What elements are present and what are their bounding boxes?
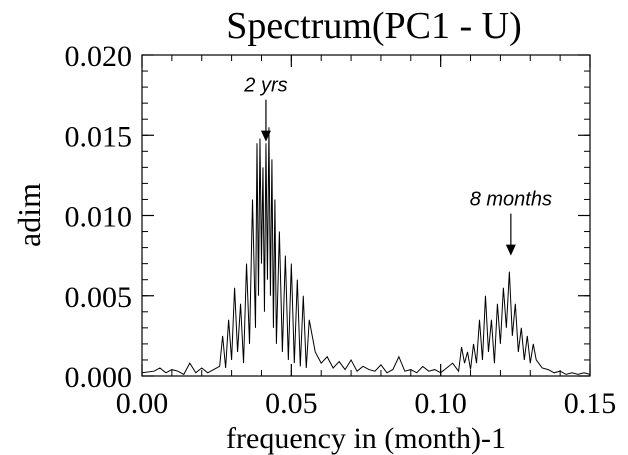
chart-title: Spectrum(PC1 - U)	[226, 5, 522, 47]
y-axis-label: adim	[11, 183, 47, 247]
annotation-arrow-head	[260, 130, 271, 142]
x-tick-label: 0.10	[414, 387, 467, 420]
y-tick-label: 0.010	[65, 201, 133, 234]
x-tick-label: 0.05	[265, 387, 318, 420]
annotation-label: 2 yrs	[243, 75, 287, 97]
annotation-arrow-head	[505, 244, 516, 256]
y-tick-label: 0.020	[65, 40, 133, 73]
annotation-label: 8 months	[470, 189, 552, 211]
annotations: 2 yrs 8 months	[243, 75, 552, 256]
x-axis: 0.00 0.05 0.10 0.15	[116, 55, 617, 420]
y-tick-label: 0.000	[65, 361, 133, 394]
y-axis: 0.000 0.005 0.010 0.015 0.020	[65, 40, 590, 394]
plot-frame	[141, 54, 591, 377]
x-axis-label: frequency in (month)-1	[226, 422, 506, 455]
y-tick-label: 0.005	[65, 281, 133, 314]
x-tick-label: 0.00	[116, 387, 169, 420]
x-tick-label: 0.15	[564, 387, 617, 420]
y-tick-label: 0.015	[65, 120, 133, 153]
series-line	[141, 127, 591, 376]
